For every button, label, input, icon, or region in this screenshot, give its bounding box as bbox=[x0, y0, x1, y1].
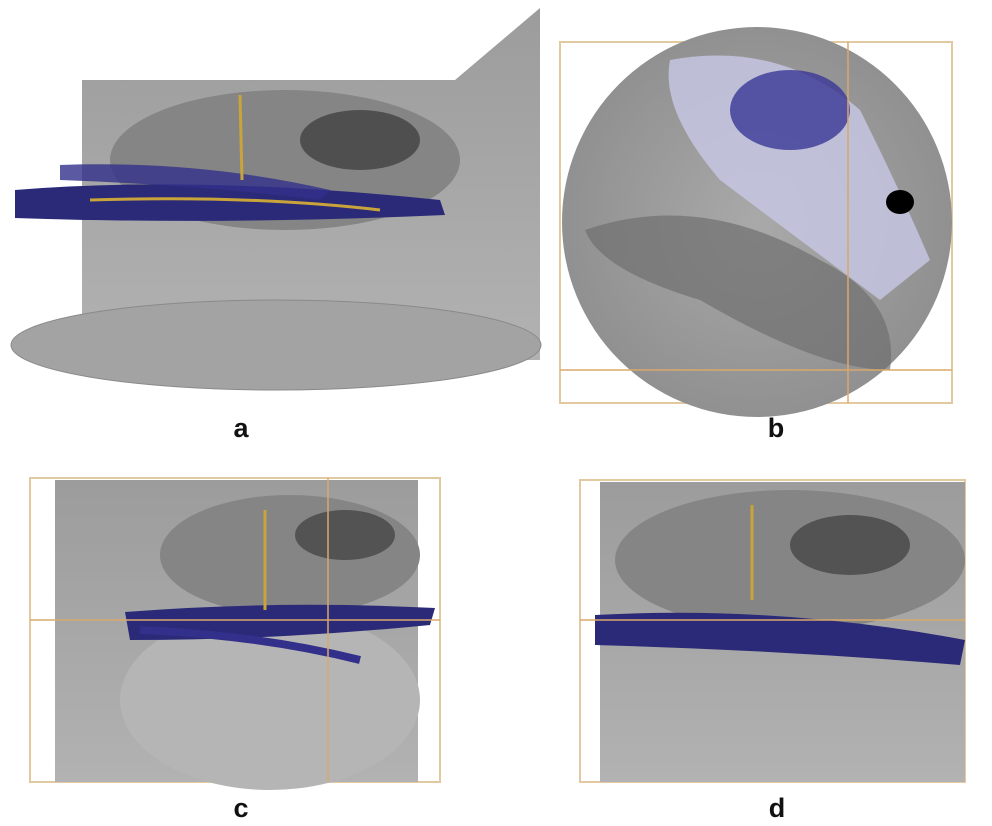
panel-label: c bbox=[233, 793, 248, 823]
panel-label: a bbox=[233, 413, 249, 443]
panel-a-image bbox=[10, 8, 542, 391]
panel-label: b bbox=[768, 413, 785, 443]
panel-label: d bbox=[769, 793, 786, 823]
panel-d-image bbox=[579, 479, 966, 783]
panel-b-image bbox=[559, 27, 953, 417]
panel-c-image bbox=[29, 477, 441, 790]
